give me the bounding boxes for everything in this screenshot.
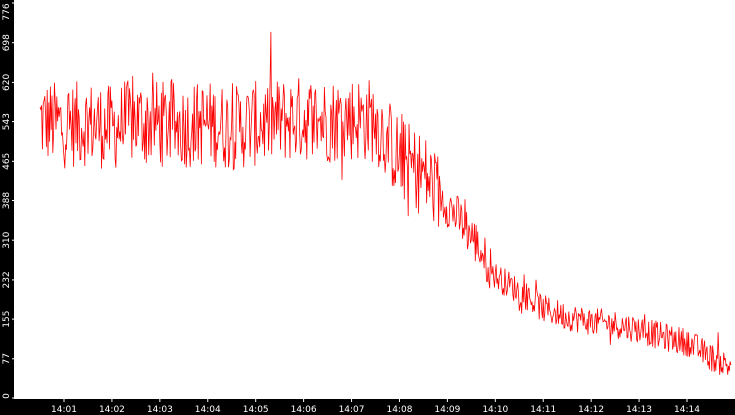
y-tick-label: 465 bbox=[2, 153, 12, 170]
x-tick-label: 14:07 bbox=[339, 405, 365, 415]
y-axis-ticks: 0 77 155 232 310 388 465 543 620 698 776 bbox=[2, 2, 14, 399]
x-axis-band bbox=[0, 399, 735, 415]
x-tick-label: 14:06 bbox=[291, 405, 317, 415]
x-tick-label: 14:05 bbox=[243, 405, 269, 415]
x-tick-label: 14:08 bbox=[386, 405, 412, 415]
x-tick-label: 14:13 bbox=[626, 405, 652, 415]
series-layer bbox=[39, 31, 732, 375]
x-tick-label: 14:10 bbox=[482, 405, 508, 415]
x-tick-label: 14:11 bbox=[530, 405, 556, 415]
y-tick-label: 388 bbox=[2, 192, 12, 209]
x-tick-label: 14:03 bbox=[147, 405, 173, 415]
x-tick-label: 14:12 bbox=[578, 405, 604, 415]
x-tick-label: 14:04 bbox=[195, 405, 221, 415]
x-tick-label: 14:01 bbox=[51, 405, 77, 415]
y-tick-label: 698 bbox=[2, 34, 12, 51]
x-axis-ticks: 14:01 14:02 14:03 14:04 14:05 14:06 14:07 14:08… bbox=[51, 399, 700, 415]
y-tick-label: 77 bbox=[2, 353, 12, 364]
y-axis-band bbox=[0, 0, 14, 415]
y-tick-label: 310 bbox=[2, 231, 12, 248]
y-tick-label: 0 bbox=[2, 393, 12, 399]
y-tick-label: 543 bbox=[2, 113, 12, 130]
y-tick-label: 155 bbox=[2, 311, 12, 328]
x-tick-label: 14:02 bbox=[99, 405, 125, 415]
x-tick-label: 14:14 bbox=[674, 405, 700, 415]
y-tick-label: 232 bbox=[2, 271, 12, 288]
y-tick-label: 620 bbox=[2, 74, 12, 91]
x-tick-label: 14:09 bbox=[434, 405, 460, 415]
series-line bbox=[39, 31, 732, 375]
y-tick-label: 776 bbox=[2, 3, 12, 20]
